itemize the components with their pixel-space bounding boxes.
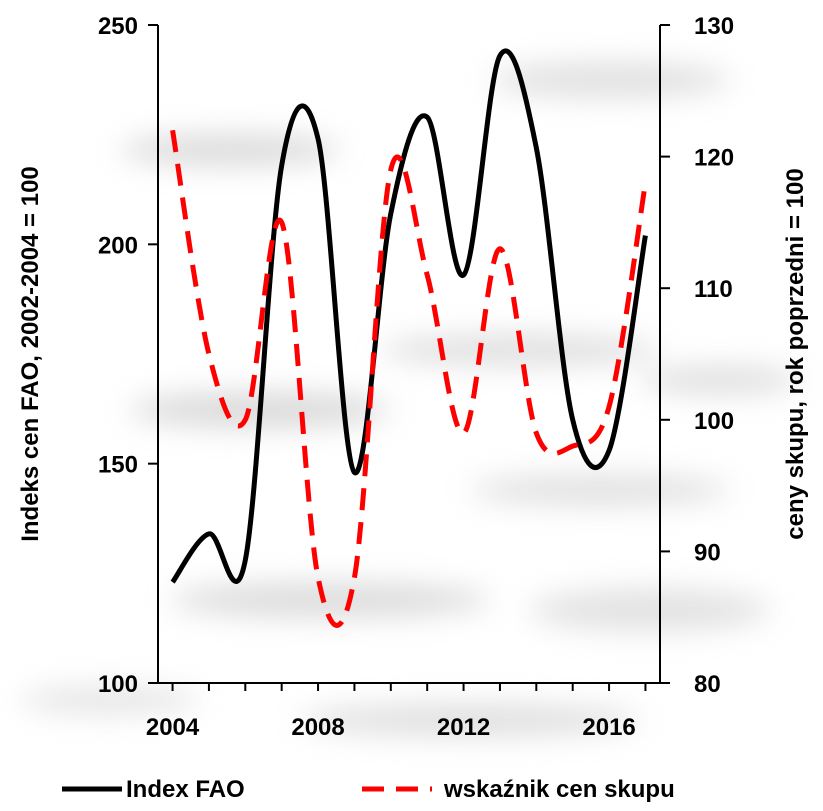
x-tick-label: 2008 <box>291 714 344 741</box>
right-tick-label: 130 <box>694 13 734 40</box>
left-tick-label: 250 <box>98 13 138 40</box>
left-tick-label: 200 <box>98 232 138 259</box>
x-tick-label: 2012 <box>437 714 490 741</box>
series-line-index-fao <box>170 48 648 584</box>
x-tick-label: 2004 <box>146 714 200 741</box>
series-line-wskaznik-cen-skupu <box>170 129 648 628</box>
left-tick-label: 100 <box>98 671 138 698</box>
right-tick-label: 100 <box>694 408 734 435</box>
right-tick-label: 80 <box>694 671 721 698</box>
right-axis-title: ceny skupu, rok poprzedni = 100 <box>782 168 809 539</box>
legend-label-wskaznik-cen-skupu: wskaźnik cen skupu <box>443 776 675 803</box>
x-tick-label: 2016 <box>582 714 635 741</box>
left-tick-label: 150 <box>98 452 138 479</box>
right-tick-label: 120 <box>694 145 734 172</box>
right-tick-label: 90 <box>694 539 721 566</box>
right-tick-label: 110 <box>694 276 733 303</box>
background-texture <box>20 62 800 736</box>
legend-label-index-fao: Index FAO <box>126 776 245 803</box>
left-axis-title: Indeks cen FAO, 2002-2004 = 100 <box>17 166 44 542</box>
